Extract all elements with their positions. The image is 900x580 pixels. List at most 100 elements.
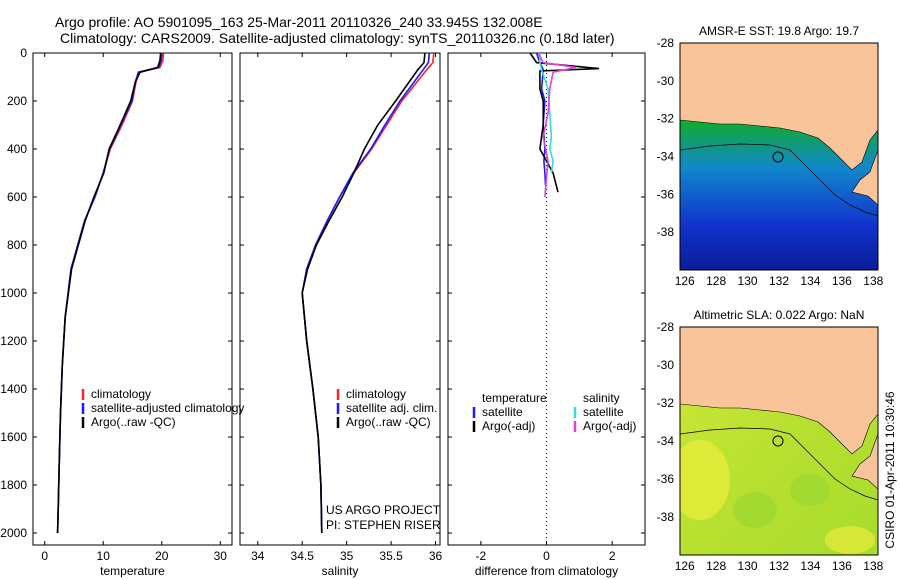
difference-xtick-label: 0 (543, 549, 550, 563)
sla-map-ytick-label: -38 (657, 510, 675, 524)
temperature-ytick-label: 1800 (0, 478, 27, 492)
temperature-ytick-label: 0 (20, 46, 27, 60)
salinity-chart: 34 34.5 35 35.5 36 salinity climatologysatelli… (239, 52, 443, 578)
sst-map-image (680, 43, 878, 270)
project-note-line-1: US ARGO PROJECT (326, 503, 441, 517)
temperature-legend-label: satellite-adjusted climatology (91, 401, 244, 415)
sst-map-xtick-label: 126 (675, 274, 695, 288)
sst-map-xtick-label: 130 (738, 274, 758, 288)
difference-legend-label: satellite (482, 405, 523, 419)
sst-map-xtick-label: 138 (863, 274, 883, 288)
salinity-series-climatology (301, 52, 435, 534)
sla-map-ytick-label: -34 (657, 434, 675, 448)
sst-map-xtick-label: 128 (706, 274, 726, 288)
temperature-xtick-label: 20 (155, 549, 169, 563)
sla-map-xtick-label: 138 (863, 559, 883, 573)
sla-map-ytick-label: -28 (657, 320, 675, 334)
difference-legend-label: satellite (583, 405, 624, 419)
salinity-axes-frame (239, 52, 441, 546)
difference-xtick-label: 2 (609, 549, 616, 563)
difference-series-salinity-satellite (539, 53, 554, 174)
sst-map-ytick-label: -34 (657, 150, 675, 164)
difference-legend-label: Argo(-adj) (482, 419, 535, 433)
salinity-xtick-label: 34 (251, 549, 265, 563)
sst-map-ytick-label: -38 (657, 225, 675, 239)
sst-land-2 (851, 149, 878, 206)
temperature-xtick-label: 10 (97, 549, 111, 563)
temperature-ytick-label: 1200 (0, 334, 27, 348)
temperature-xtick-label: 0 (41, 549, 48, 563)
sst-map-ytick-label: -28 (657, 36, 675, 50)
salinity-series-argo-raw-qc- (301, 52, 426, 534)
temperature-ytick-label: 1600 (0, 430, 27, 444)
difference-series-salinity-argo-adj- (537, 52, 577, 198)
salinity-legend-label: Argo(..raw -QC) (346, 415, 431, 429)
title-line-2: Climatology: CARS2009. Satellite-adjuste… (60, 30, 615, 46)
difference-series-temperature-argo-adj- (529, 52, 600, 193)
sla-map-frame (679, 326, 879, 556)
difference-axes-frame (447, 52, 646, 546)
temperature-series-argo-raw-qc- (56, 52, 162, 534)
temperature-ytick-label: 200 (7, 94, 27, 108)
sst-map-ytick-label: -32 (657, 112, 675, 126)
difference-legend-label: Argo(-adj) (583, 419, 636, 433)
temperature-legend-label: climatology (91, 387, 151, 401)
salinity-series-satellite-adj-clim- (301, 52, 431, 534)
sst-shelf-contour (680, 143, 878, 217)
temperature-ytick-label: 2000 (0, 526, 27, 540)
sla-map-title: Altimetric SLA: 0.022 Argo: NaN (694, 308, 865, 322)
temperature-xtick-label: 30 (214, 549, 228, 563)
salinity-xtick-label: 35 (340, 549, 354, 563)
title-line-1: Argo profile: AO 5901095_163 25-Mar-2011… (55, 14, 543, 30)
salinity-xtick-label: 35.5 (379, 549, 403, 563)
difference-xlabel: difference from climatology (475, 564, 618, 578)
temperature-axes-frame (32, 52, 233, 546)
sla-map-ytick-label: -30 (657, 358, 675, 372)
salinity-xtick-label: 34.5 (291, 549, 315, 563)
salinity-xlabel: salinity (322, 564, 359, 578)
sla-map-ytick-label: -32 (657, 396, 675, 410)
temperature-series-climatology (56, 52, 165, 534)
sla-map-image (680, 327, 878, 555)
sla-land (680, 327, 878, 455)
sst-map-axes: AMSR-E SST: 19.8 Argo: 19.7 126 128 130 132 1… (657, 24, 884, 288)
difference-legend-title-temperature: temperature (482, 391, 547, 405)
sla-float-marker (772, 435, 784, 447)
sla-map-xtick-label: 134 (800, 559, 820, 573)
salinity-legend-label: climatology (346, 387, 406, 401)
sst-map-xtick-label: 134 (800, 274, 820, 288)
sst-map-ytick-label: -36 (657, 187, 675, 201)
sla-shelf-contour (680, 427, 878, 501)
sla-map-ytick-label: -36 (657, 472, 675, 486)
sst-map-xtick-label: 132 (769, 274, 789, 288)
sla-map-xtick-label: 136 (832, 559, 852, 573)
sla-map-xtick-label: 128 (706, 559, 726, 573)
sla-map-axes: Altimetric SLA: 0.022 Argo: NaN 126 128 130… (657, 308, 884, 573)
sla-map-xtick-label: 132 (769, 559, 789, 573)
sla-land-2 (851, 433, 878, 490)
sst-map-title: AMSR-E SST: 19.8 Argo: 19.7 (699, 24, 859, 38)
temperature-chart: 0 10 20 30 0 200 400 600 800 1000 1200 1400 1600 1800… (0, 46, 244, 578)
sst-float-marker (772, 151, 784, 163)
project-note-line-2: PI: STEPHEN RISER (326, 518, 441, 532)
temperature-ytick-label: 800 (7, 238, 27, 252)
temperature-legend-label: Argo(..raw -QC) (91, 415, 176, 429)
temperature-series-satellite-adjusted-climatology (56, 52, 163, 534)
sst-land (680, 43, 878, 171)
sla-map-xtick-label: 126 (675, 559, 695, 573)
side-caption: CSIRO 01-Apr-2011 10:30:46 (883, 391, 897, 549)
temperature-ytick-label: 400 (7, 142, 27, 156)
sst-map-xtick-label: 136 (832, 274, 852, 288)
sst-map-frame (679, 42, 879, 271)
difference-legend-title-salinity: salinity (583, 391, 620, 405)
sst-map-ytick-label: -30 (657, 74, 675, 88)
difference-series-temperature-satellite (535, 52, 547, 186)
sla-map-xtick-label: 130 (738, 559, 758, 573)
difference-xtick-label: -2 (475, 549, 486, 563)
temperature-xlabel: temperature (100, 564, 165, 578)
temperature-ytick-label: 1400 (0, 382, 27, 396)
salinity-legend-label: satellite adj. clim. (346, 401, 437, 415)
temperature-ytick-label: 600 (7, 190, 27, 204)
